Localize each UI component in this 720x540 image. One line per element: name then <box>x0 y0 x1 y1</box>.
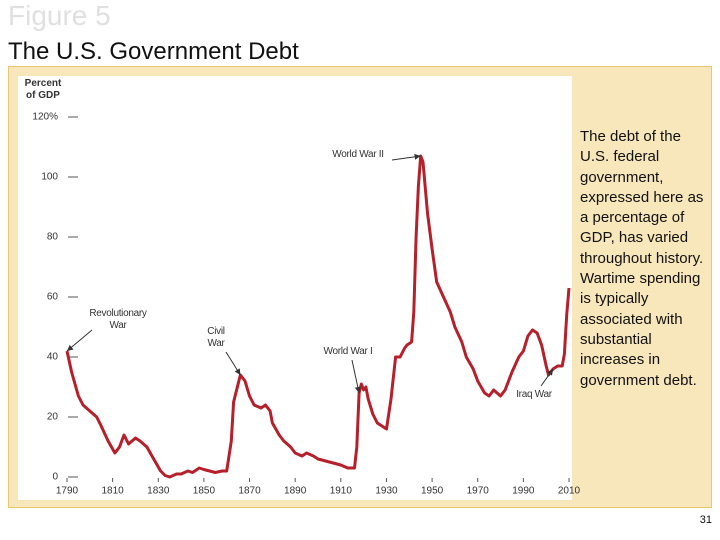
arrow-head <box>414 153 421 160</box>
y-axis-label: Percent of GDP <box>24 78 62 101</box>
figure-heading: Figure 5 <box>8 0 111 31</box>
y-tick-label: 60 <box>47 292 59 303</box>
arrow-head <box>67 344 74 351</box>
slide-title: The U.S. Government Debt <box>8 38 299 65</box>
caption: The debt of the U.S. federal government,… <box>580 128 704 389</box>
x-tick-label: 1990 <box>512 486 535 497</box>
arrow-head <box>234 368 241 375</box>
x-tick-label: 1870 <box>238 486 261 497</box>
page-number: 31 <box>699 514 712 526</box>
x-tick-label: 1910 <box>330 486 353 497</box>
x-tick-label: 1790 <box>56 486 79 497</box>
y-tick-label: 0 <box>52 472 58 483</box>
x-tick-label: 1950 <box>421 486 444 497</box>
arrow-head <box>547 369 554 376</box>
y-tick-label: 20 <box>47 412 59 423</box>
y-tick-label: 100 <box>41 172 58 183</box>
x-tick-label: 1890 <box>284 486 307 497</box>
y-tick-label: 80 <box>47 232 59 243</box>
annotation-label: Revolutionary War <box>89 308 147 331</box>
annotation-label: World War II <box>332 149 384 160</box>
x-tick-label: 1970 <box>467 486 490 497</box>
x-tick-label: 1830 <box>147 486 170 497</box>
y-tick-label: 40 <box>47 352 59 363</box>
x-tick-label: 1810 <box>102 486 125 497</box>
x-tick-label: 1850 <box>193 486 216 497</box>
x-tick-label: 2010 <box>558 486 581 497</box>
debt-line <box>65 154 571 479</box>
y-tick-label: 120% <box>32 112 58 123</box>
chart-area <box>18 76 572 500</box>
arrow-head <box>354 386 361 393</box>
annotation-label: Iraq War <box>516 389 552 400</box>
annotation-label: World War I <box>323 346 373 357</box>
annotation-label: Civil War <box>207 326 225 349</box>
x-tick-label: 1930 <box>375 486 398 497</box>
